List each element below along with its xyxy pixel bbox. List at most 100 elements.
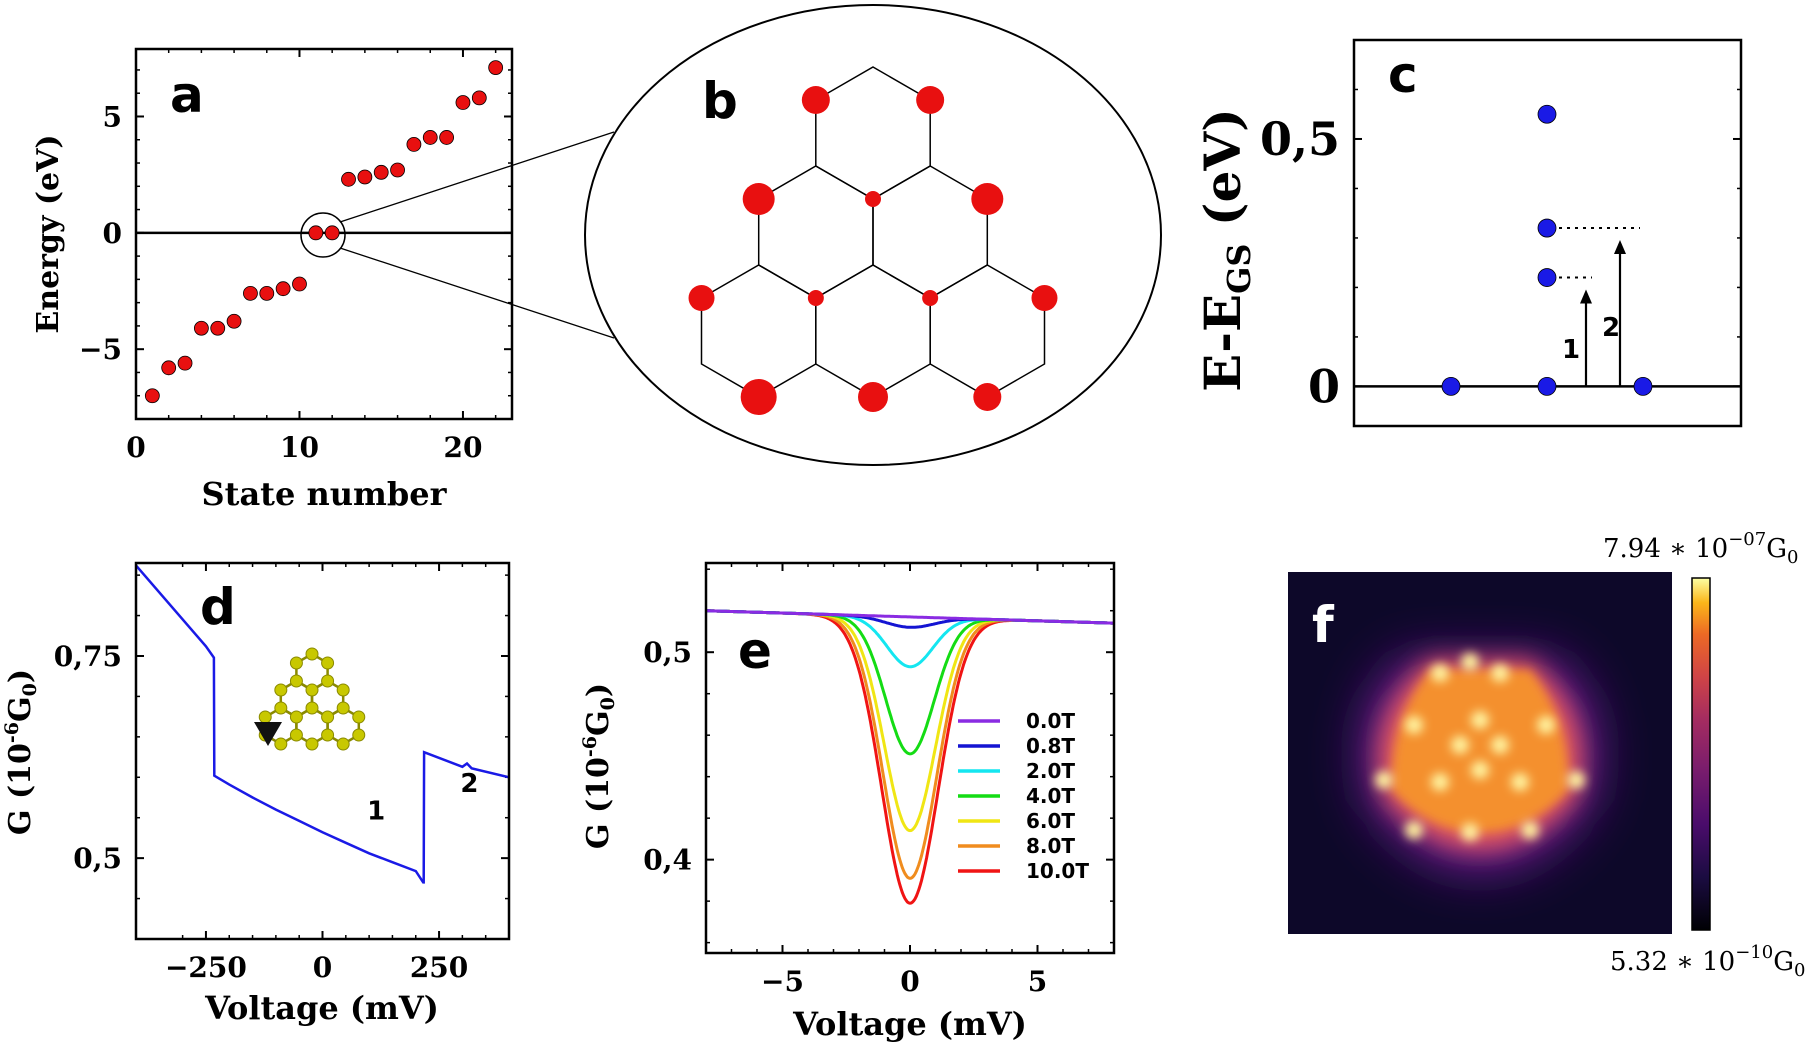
- lattice-site: [742, 183, 775, 215]
- molecule-atom: [352, 710, 366, 724]
- panel-a-ticks: 0 10 20 −5 0 5: [79, 49, 512, 464]
- molecule-atom: [289, 674, 303, 688]
- panel-f-colorbar-min: 5.32 ∗ 10−10G0: [1610, 942, 1805, 981]
- heatmap-hotspot: [1461, 823, 1479, 841]
- x-tick-label: 250: [410, 951, 468, 984]
- transition-label: 1: [1562, 335, 1580, 365]
- lattice-site: [688, 285, 715, 311]
- x-tick-label: 0: [126, 431, 145, 464]
- heatmap-hotspot: [1375, 771, 1393, 789]
- panel-a-label: a: [170, 66, 204, 124]
- panel-f-heatmap: [1365, 653, 1595, 869]
- panel-a-point: [144, 388, 160, 404]
- panel-c-level: [1537, 268, 1557, 287]
- panel-a-zoom-circle: [300, 212, 346, 258]
- panel-d-xlabel: Voltage (mV): [204, 989, 439, 1027]
- y-tick-label: 0,5: [643, 636, 692, 669]
- x-tick-label: 0: [313, 951, 332, 984]
- panel-a-point: [210, 320, 226, 336]
- legend-label: 6.0T: [1026, 809, 1075, 833]
- panel-e: −5 0 5 0,4 0,5 e 0.0T0.8T2.0T4.0T6.0T8.0T10.…: [579, 561, 1116, 1043]
- heatmap-hotspot: [1471, 761, 1489, 779]
- transition-arrow-head: [1580, 289, 1592, 304]
- panel-a-point: [161, 360, 177, 376]
- heatmap-hotspot: [1491, 736, 1509, 754]
- panel-a-zoom-line-top: [339, 131, 615, 223]
- legend-label: 0.0T: [1026, 709, 1075, 733]
- x-tick-label: 5: [1028, 965, 1047, 998]
- lattice-site: [858, 382, 888, 412]
- lattice-site: [916, 86, 945, 114]
- molecule-atom: [321, 728, 335, 742]
- molecule-atom: [352, 728, 366, 742]
- heatmap-hotspot: [1491, 664, 1509, 682]
- lattice-site: [740, 379, 777, 415]
- legend-label: 8.0T: [1026, 834, 1075, 858]
- x-tick-label: 10: [280, 431, 319, 464]
- panel-d-annotation: 1: [367, 796, 385, 826]
- lattice-site: [1031, 285, 1058, 311]
- legend-label: 4.0T: [1026, 784, 1075, 808]
- y-tick-label: 0,4: [643, 844, 692, 877]
- panel-a-point: [308, 225, 324, 241]
- panel-e-frame: [704, 561, 1116, 955]
- panel-f-colorbar: [1691, 577, 1711, 931]
- panel-c-ylabel: E-EGS (eV): [1193, 108, 1258, 392]
- panel-a-point: [455, 95, 471, 110]
- transition-arrow-head: [1614, 240, 1626, 255]
- panel-c-content: 0 0,5 12: [1260, 88, 1741, 413]
- panel-e-series-line: [705, 609, 1115, 625]
- panel-a-point: [341, 171, 356, 187]
- heatmap-hotspot: [1537, 716, 1555, 734]
- panel-f-colorbar-max: 7.94 ∗ 10−07G0: [1603, 529, 1798, 568]
- panel-a: 0 10 20 −5 0 5 a State number Energy (eV): [31, 47, 615, 513]
- heatmap-hotspot: [1567, 771, 1585, 789]
- panel-a-xlabel: State number: [202, 475, 448, 513]
- panel-a-point: [488, 60, 504, 76]
- x-tick-label: 0: [900, 965, 919, 998]
- panel-a-zoom-line-bottom: [339, 247, 615, 339]
- heatmap-hotspot: [1405, 716, 1423, 734]
- panel-a-point: [422, 130, 438, 145]
- legend-label: 0.8T: [1026, 734, 1075, 758]
- heatmap-hotspot: [1471, 711, 1489, 729]
- molecule-atom: [336, 737, 350, 751]
- heatmap-hotspot: [1431, 664, 1449, 682]
- molecule-atom: [305, 647, 319, 661]
- lattice-site: [801, 86, 830, 114]
- y-tick-label: 0,5: [73, 842, 122, 875]
- legend-label: 2.0T: [1026, 759, 1075, 783]
- panel-a-point: [406, 137, 422, 152]
- panel-c-level: [1633, 377, 1653, 396]
- molecule-atom: [321, 656, 335, 670]
- heatmap-hotspot: [1405, 821, 1423, 839]
- molecule-atom: [321, 674, 335, 688]
- x-tick-label: −250: [165, 951, 247, 984]
- panel-d-series-line: [135, 564, 510, 884]
- lattice-site: [971, 183, 1004, 215]
- heatmap-hotspot: [1461, 653, 1479, 671]
- panel-e-ylabel: G (10-6G0): [579, 683, 619, 849]
- panel-f-label: f: [1312, 596, 1335, 654]
- heatmap-core: [1391, 670, 1569, 832]
- panel-a-point: [324, 225, 340, 241]
- panel-c-level: [1441, 377, 1461, 396]
- molecule-atom: [305, 683, 319, 697]
- panel-c-level: [1537, 218, 1557, 238]
- panel-a-point: [243, 285, 258, 301]
- panel-a-point: [471, 90, 487, 106]
- panel-d-content: −250 0 250 0,5 0,75 1 2: [54, 563, 510, 984]
- molecule-atom: [289, 710, 303, 724]
- panel-d-frame: [134, 561, 511, 941]
- panel-a-point: [275, 281, 291, 297]
- panel-a-point: [439, 130, 455, 145]
- panel-e-label: e: [738, 622, 772, 680]
- panel-a-point: [177, 355, 193, 371]
- panel-c-level: [1537, 377, 1557, 396]
- panel-a-ylabel: Energy (eV): [31, 134, 66, 333]
- molecule-atom: [321, 710, 335, 724]
- panel-a-point: [292, 276, 307, 292]
- panel-a-points: [144, 60, 504, 404]
